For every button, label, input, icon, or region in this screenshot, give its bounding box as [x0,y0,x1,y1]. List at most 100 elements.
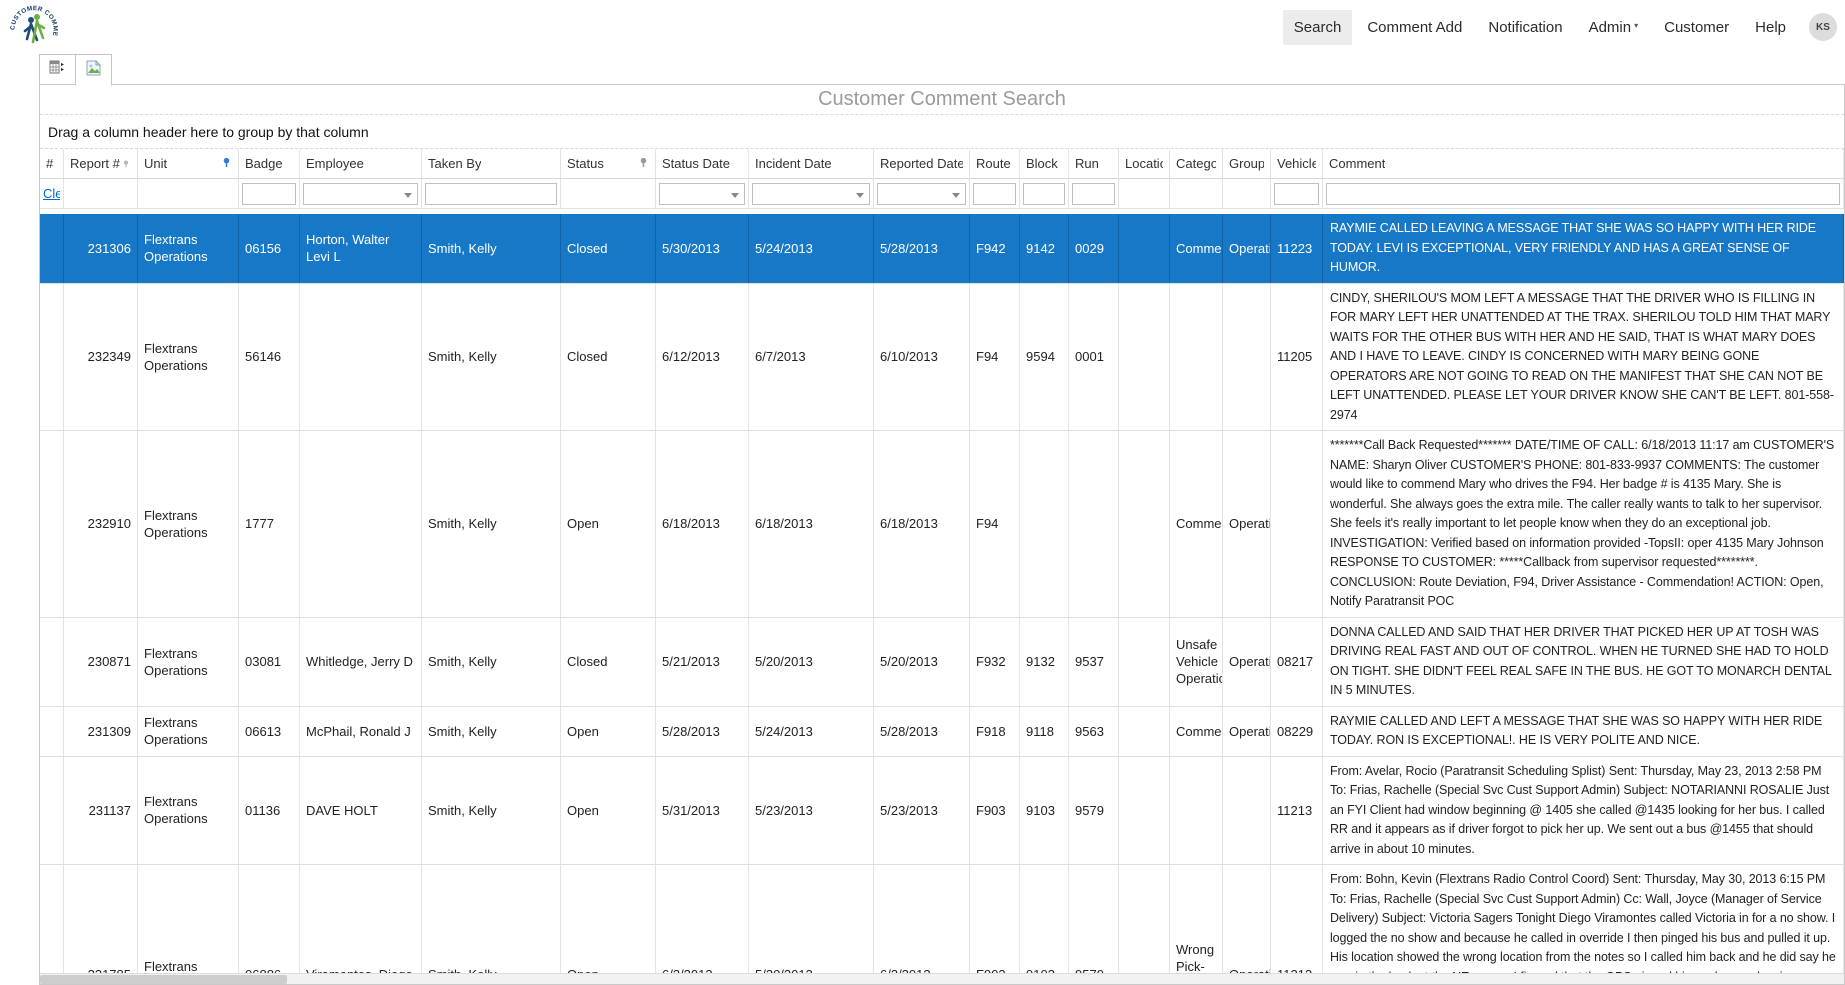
column-header-category[interactable]: Category [1170,149,1223,178]
cell-value: 11223 [1277,240,1313,256]
cell-unit: Flextrans Operations [138,706,239,756]
nav-item-search[interactable]: Search [1282,9,1353,45]
table-row[interactable]: 231785Flextrans Operations06886Viramonte… [40,865,1844,984]
cell-category: Wrong Pick-Up/Drop Off [1170,865,1223,984]
cell-value: 9537 [1075,654,1104,669]
horizontal-scrollbar[interactable] [40,973,1844,984]
cell-group: Operations [1223,706,1271,756]
column-header-taken_by[interactable]: Taken By [422,149,561,178]
nav-item-comment-add[interactable]: Comment Add [1356,10,1473,45]
nav-item-admin[interactable]: Admin ▾ [1578,10,1650,45]
column-header-report[interactable]: Report # [64,149,138,178]
filter-input-vehicle[interactable] [1274,182,1319,205]
column-header-block[interactable]: Block [1020,149,1069,178]
column-header-route[interactable]: Route [970,149,1020,178]
cell-reported_date: 5/28/2013 [874,706,970,756]
cell-block: 9103 [1020,756,1069,864]
nav-item-notification[interactable]: Notification [1477,10,1573,45]
filter-cell-incident_date [749,179,874,208]
filter-combo-status_date[interactable] [659,182,745,205]
filter-combo-reported_date[interactable] [877,182,966,205]
filter-pin-icon[interactable] [638,156,649,171]
group-by-panel[interactable]: Drag a column header here to group by th… [40,115,1844,149]
nav-item-label: Admin [1588,18,1632,36]
cell-status: Closed [561,283,656,430]
column-header-badge[interactable]: Badge [239,149,300,178]
column-header-location[interactable]: Location [1119,149,1170,178]
filter-cell-run [1069,179,1119,208]
column-header-unit[interactable]: Unit [138,149,239,178]
table-row[interactable]: 232910 Flextrans Operations 1777 Smith, Kel… [40,431,1844,618]
cell-value: 6/7/2013 [755,349,806,365]
cell-value: 232349 [87,349,131,365]
table-row[interactable]: 230871 Flextrans Operations 03081 Whitledge… [40,617,1844,707]
cell-value: 5/24/2013 [755,240,813,256]
table-row[interactable]: 232349 Flextrans Operations 56146 Smith, Ke… [40,283,1844,431]
cell-category [1170,283,1223,430]
filter-cell-reported_date [874,179,970,208]
filter-cell-vehicle [1271,179,1323,208]
filter-cell-num: Clear [40,179,64,208]
cell-value: Flextrans Operations [144,340,208,373]
filter-input-run[interactable] [1072,182,1115,205]
table-row[interactable]: 231137 Flextrans Operations 01136 DAVE HOLT… [40,756,1844,865]
filter-input-taken_by[interactable] [425,182,557,205]
cell-group: Operations [1223,214,1271,283]
filter-input-route[interactable] [973,182,1016,205]
cell-value: Unsafe Vehicle Operation [1176,637,1222,686]
filter-pin-icon-small[interactable] [122,156,130,171]
filter-combo-employee[interactable] [303,182,418,205]
cell-vehicle: 08217 [1271,617,1323,706]
cell-status_date: 6/3/2013 [656,865,749,984]
column-header-vehicle[interactable]: Vehicle [1271,149,1323,178]
cell-value: 231309 [87,723,131,739]
cell-value: 6/10/2013 [880,349,938,365]
filter-input-comment[interactable] [1326,182,1840,205]
column-header-incident_date[interactable]: Incident Date [749,149,874,178]
filter-cell-status [561,179,656,208]
cell-value: 5/23/2013 [880,802,938,818]
table-row[interactable]: 231309 Flextrans Operations 06613 McPhail, … [40,706,1844,757]
column-header-status_date[interactable]: Status Date [656,149,749,178]
table-row-selected[interactable]: 231306 Flextrans Operations 06156 Horton, W… [40,214,1844,284]
column-header-num[interactable]: # [40,149,64,178]
column-header-status[interactable]: Status [561,149,656,178]
column-header-reported_date[interactable]: Reported Date [874,149,970,178]
cell-value: Smith, Kelly [428,349,497,365]
nav-item-help[interactable]: Help [1744,10,1797,45]
filter-input-badge[interactable] [242,182,296,205]
filter-cell-status_date [656,179,749,208]
horizontal-scrollbar-thumb[interactable] [40,975,287,984]
column-header-comment[interactable]: Comment [1323,149,1844,178]
cell-value: 03081 [245,654,282,669]
cell-block [1020,431,1069,617]
filter-cell-comment [1323,179,1844,208]
filter-pin-icon-active[interactable] [221,156,232,171]
column-header-employee[interactable]: Employee [300,149,422,178]
column-header-label: Report # [70,156,120,171]
cell-status: Closed [561,214,656,283]
tab-grid-view[interactable] [39,54,76,85]
cell-status: Open [561,865,656,984]
cell-badge: 01136 [239,756,300,864]
cell-comment: RAYMIE CALLED AND LEFT A MESSAGE THAT SH… [1323,706,1844,756]
cell-value: 0001 [1075,349,1104,365]
grid-export-icon [49,59,66,80]
cell-value: Flextrans Operations [144,645,208,678]
image-export-icon [85,59,102,81]
cell-location [1119,756,1170,864]
user-avatar[interactable]: KS [1809,13,1837,41]
nav-item-customer[interactable]: Customer [1653,10,1740,45]
tab-report-view[interactable] [75,54,112,86]
cell-reported_date: 6/18/2013 [874,431,970,617]
column-header-run[interactable]: Run [1069,149,1119,178]
cell-report: 231137 [64,756,138,864]
filter-input-block[interactable] [1023,182,1065,205]
nav-item-label: Search [1293,18,1342,36]
clear-filter-link[interactable]: Clear [43,186,60,201]
filter-combo-incident_date[interactable] [752,182,870,205]
column-header-group[interactable]: Group [1223,149,1271,178]
cell-value: 08217 [1277,654,1314,669]
column-header-label: Route [976,156,1011,171]
cell-status_date: 5/28/2013 [656,706,749,756]
